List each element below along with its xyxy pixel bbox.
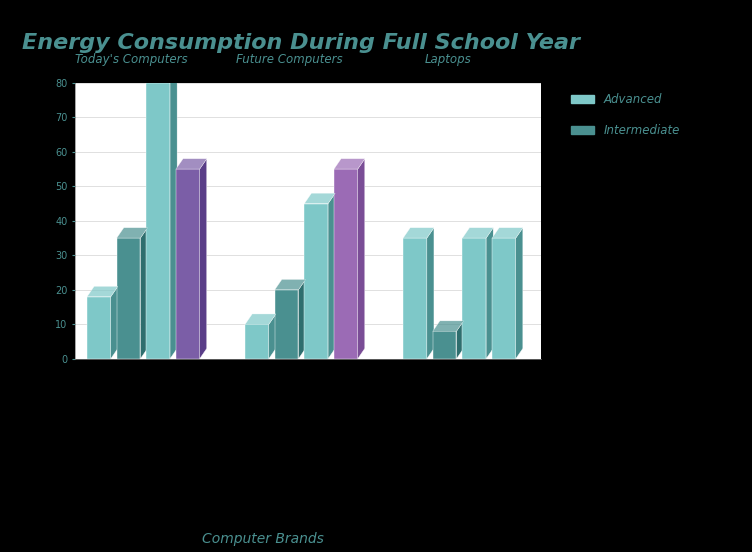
Text: Computer Brands: Computer Brands (202, 533, 324, 546)
Bar (433, 331, 456, 359)
Polygon shape (170, 72, 177, 359)
Polygon shape (268, 314, 276, 359)
Bar (245, 325, 268, 359)
Polygon shape (403, 228, 434, 238)
Text: Today's Computers: Today's Computers (75, 52, 188, 66)
Polygon shape (433, 321, 463, 331)
Legend: Advanced, Intermediate: Advanced, Intermediate (566, 89, 685, 142)
Polygon shape (117, 228, 147, 238)
Bar (147, 83, 170, 359)
Text: Future Computers: Future Computers (236, 52, 343, 66)
Polygon shape (427, 228, 434, 359)
Polygon shape (87, 286, 118, 297)
Polygon shape (176, 159, 207, 169)
Polygon shape (358, 159, 365, 359)
Polygon shape (200, 159, 207, 359)
Polygon shape (492, 228, 523, 238)
Bar (87, 297, 111, 359)
Text: Energy Consumption During Full School Year: Energy Consumption During Full School Ye… (22, 33, 580, 53)
Bar (274, 290, 299, 359)
Bar (117, 238, 141, 359)
Bar (305, 204, 328, 359)
Bar (176, 169, 200, 359)
Polygon shape (141, 228, 147, 359)
Polygon shape (462, 228, 493, 238)
Bar (334, 169, 358, 359)
Polygon shape (147, 72, 177, 83)
Polygon shape (245, 314, 276, 325)
Polygon shape (328, 193, 335, 359)
Polygon shape (111, 286, 118, 359)
Polygon shape (299, 279, 305, 359)
Polygon shape (486, 228, 493, 359)
Polygon shape (334, 159, 365, 169)
Polygon shape (516, 228, 523, 359)
Polygon shape (305, 193, 335, 204)
Polygon shape (274, 279, 305, 290)
Bar (492, 238, 516, 359)
Bar (403, 238, 427, 359)
Bar (462, 238, 486, 359)
Text: Laptops: Laptops (424, 52, 471, 66)
Polygon shape (456, 321, 463, 359)
